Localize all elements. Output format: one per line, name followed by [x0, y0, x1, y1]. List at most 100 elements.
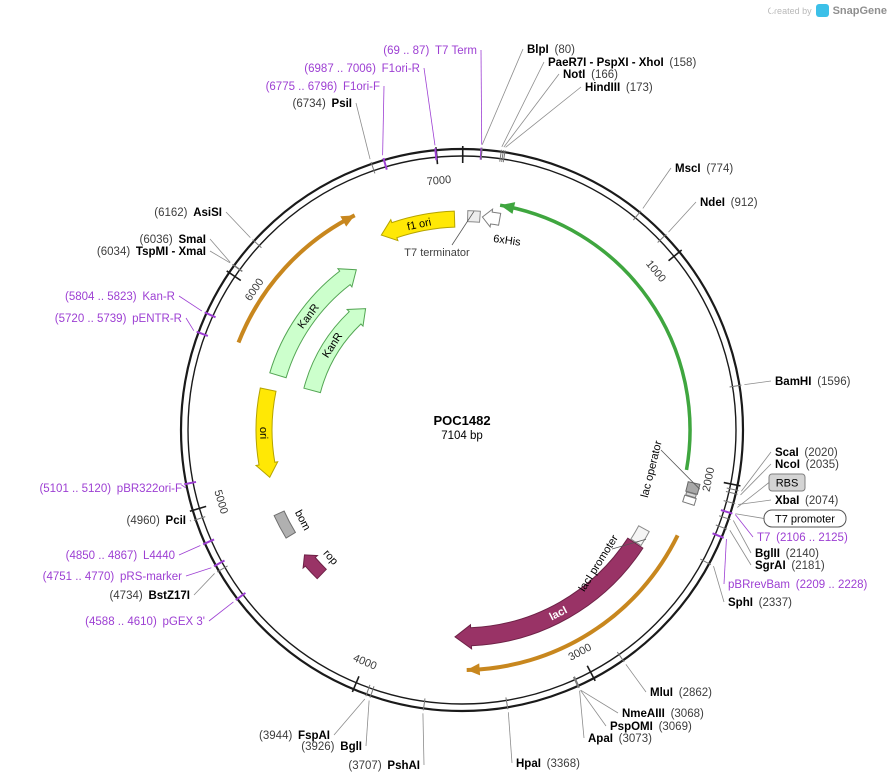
feature-arc-orange-arc-left[interactable] [236, 213, 356, 344]
site-tick [370, 161, 376, 174]
feature-arrow-rbs-site[interactable] [685, 491, 697, 499]
feature-arrow-lacI[interactable] [454, 537, 644, 650]
primer-f1ori-r[interactable]: (6987 .. 7006) F1ori-R [304, 63, 438, 161]
feature-rbs-site[interactable] [685, 491, 697, 499]
tick-label-1000: 1000 [643, 258, 668, 285]
feature-arrowhead-orange-arc-left [340, 215, 355, 227]
site-tick [725, 491, 738, 495]
site-leader [729, 530, 752, 566]
site-label: HindIII (173) [585, 82, 653, 94]
site-leader [713, 566, 725, 603]
site-leader [423, 67, 436, 146]
feature-label-ori: ori [257, 427, 269, 439]
label-box-rbs[interactable]: RBS [737, 473, 806, 508]
feature-lacI[interactable]: lacI [454, 537, 644, 650]
site-leader [178, 295, 203, 312]
feature-ori[interactable]: ori [254, 387, 279, 479]
enzyme-msci[interactable]: MscI (774) [632, 163, 733, 221]
enzyme-smai[interactable]: (6036) SmaI [140, 234, 243, 272]
plasmid-size: 7104 bp [441, 430, 483, 442]
feature-his6-tag[interactable]: 6xHis [481, 207, 522, 249]
enzyme-psii[interactable]: (6734) PsiI [293, 98, 376, 174]
feature-label-f1-ori: f1 ori [406, 216, 432, 233]
enzyme-sphi[interactable]: SphI (2337) [700, 558, 792, 609]
enzyme-pshai[interactable]: (3707) PshAI [348, 698, 426, 772]
primer-kan-r[interactable]: (5804 .. 5823) Kan-R [65, 291, 216, 319]
enzyme-fspai[interactable]: (3944) FspAI [259, 684, 371, 742]
feature-rop[interactable]: rop [302, 548, 340, 580]
site-leader [580, 689, 619, 714]
enzyme-hindiii[interactable]: HindIII (173) [502, 82, 653, 163]
label-box-leader [735, 513, 765, 519]
enzyme-ndei[interactable]: NdeI (912) [657, 197, 758, 243]
site-label: (6036) SmaI [140, 234, 207, 246]
feature-f1-ori[interactable]: f1 ori [380, 210, 456, 242]
feature-leader-lac-operator [660, 449, 701, 490]
enzyme-scai[interactable]: ScaI (2020) [726, 447, 838, 492]
enzyme-bamhi[interactable]: BamHI (1596) [729, 376, 851, 388]
site-label: (5804 .. 5823) Kan-R [65, 291, 175, 303]
feature-arrow-his6-tag[interactable] [481, 207, 502, 229]
site-tick [499, 149, 502, 162]
feature-arrow-ori[interactable] [254, 387, 279, 479]
feature-arrow-f1-ori[interactable] [380, 210, 456, 242]
enzyme-bglii[interactable]: BglII (2140) [718, 515, 819, 560]
feature-kanr-inner[interactable]: KanR [303, 308, 367, 394]
site-tick [216, 565, 228, 573]
enzyme-sgrai[interactable]: SgrAI (2181) [715, 524, 825, 572]
label-box-text: T7 promoter [775, 514, 835, 526]
enzyme-blpi[interactable]: BlpI (80) [480, 44, 575, 160]
primer-pbr322ori-f[interactable]: (5101 .. 5120) pBR322ori-F [39, 480, 197, 495]
feature-arrow-rop[interactable] [302, 554, 328, 580]
enzyme-xbai[interactable]: XbaI (2074) [723, 495, 839, 507]
enzyme-bstz17i[interactable]: (4734) BstZ17I [109, 565, 228, 602]
feature-arrow-lacI-promoter[interactable] [630, 525, 650, 547]
feature-bom[interactable]: bom [273, 508, 313, 539]
feature-orange-arc-bottom[interactable] [466, 534, 680, 676]
feature-arrow-bom[interactable] [273, 510, 297, 539]
label-box-t7-promoter[interactable]: T7 promoter [735, 509, 847, 528]
site-label: NmeAIII (3068) [622, 708, 704, 720]
feature-arrow-t7-promoter-site[interactable] [682, 494, 697, 507]
site-label: BamHI (1596) [775, 376, 851, 388]
primer-pbrrevbam[interactable]: pBRrevBam (2209 .. 2228) [712, 532, 868, 591]
primer-l4440[interactable]: (4850 .. 4867) L4440 [66, 538, 215, 562]
feature-label-t7-terminator: T7 terminator [404, 247, 470, 259]
tick-label-2000: 2000 [701, 466, 718, 492]
enzyme-pcii[interactable]: (4960) PciI [127, 515, 206, 527]
feature-arrow-kanr-inner[interactable] [303, 308, 367, 394]
feature-t7-terminator[interactable]: T7 terminator [404, 210, 481, 259]
feature-insert-gene[interactable] [499, 202, 692, 471]
feature-t7-promoter-site[interactable] [682, 494, 697, 507]
enzyme-bgli[interactable]: (3926) BglI [301, 686, 375, 753]
enzyme-tspmi-xmai[interactable]: (6034) TspMI - XmaI [97, 246, 243, 272]
enzyme-pspomi[interactable]: PspOMI (3069) [573, 676, 692, 733]
primer-pgex-3[interactable]: (4588 .. 4610) pGEX 3' [85, 592, 247, 628]
feature-arc-orange-arc-bottom[interactable] [466, 534, 680, 672]
feature-arrow-t7-terminator[interactable] [466, 210, 481, 223]
feature-orange-arc-left[interactable] [236, 213, 356, 344]
primer-t7-term[interactable]: (69 .. 87) T7 Term [383, 45, 483, 160]
enzyme-mlui[interactable]: MluI (2862) [616, 651, 712, 699]
enzyme-apai[interactable]: ApaI (3073) [572, 676, 652, 745]
feature-arrow-kanr-outer[interactable] [269, 268, 357, 379]
site-tick [715, 524, 728, 530]
enzyme-hpai[interactable]: HpaI (3368) [505, 697, 580, 770]
site-leader [723, 538, 727, 585]
snapgene-logo-icon [768, 4, 829, 17]
site-tick [369, 686, 375, 698]
enzyme-asisi[interactable]: (6162) AsiSI [154, 207, 262, 249]
feature-arrow-lac-operator[interactable] [685, 481, 701, 496]
feature-arc-insert-gene[interactable] [499, 203, 692, 471]
primer-pentr-r[interactable]: (5720 .. 5739) pENTR-R [55, 313, 209, 337]
site-leader [668, 201, 697, 233]
primer-f1ori-f[interactable]: (6775 .. 6796) F1ori-F [266, 81, 388, 170]
primer-prs-marker[interactable]: (4751 .. 4770) pRS-marker [43, 559, 225, 583]
site-leader [741, 451, 772, 492]
enzyme-paer7i-pspxi-xhoi[interactable]: PaeR7I - PspXI - XhoI (158) [499, 57, 697, 162]
site-tick [700, 558, 712, 566]
site-leader [185, 317, 195, 331]
enzyme-noti[interactable]: NotI (166) [501, 69, 618, 162]
enzyme-ncoi[interactable]: NcoI (2035) [725, 459, 839, 496]
primer-t7[interactable]: T7 (2106 .. 2125) [720, 509, 848, 544]
